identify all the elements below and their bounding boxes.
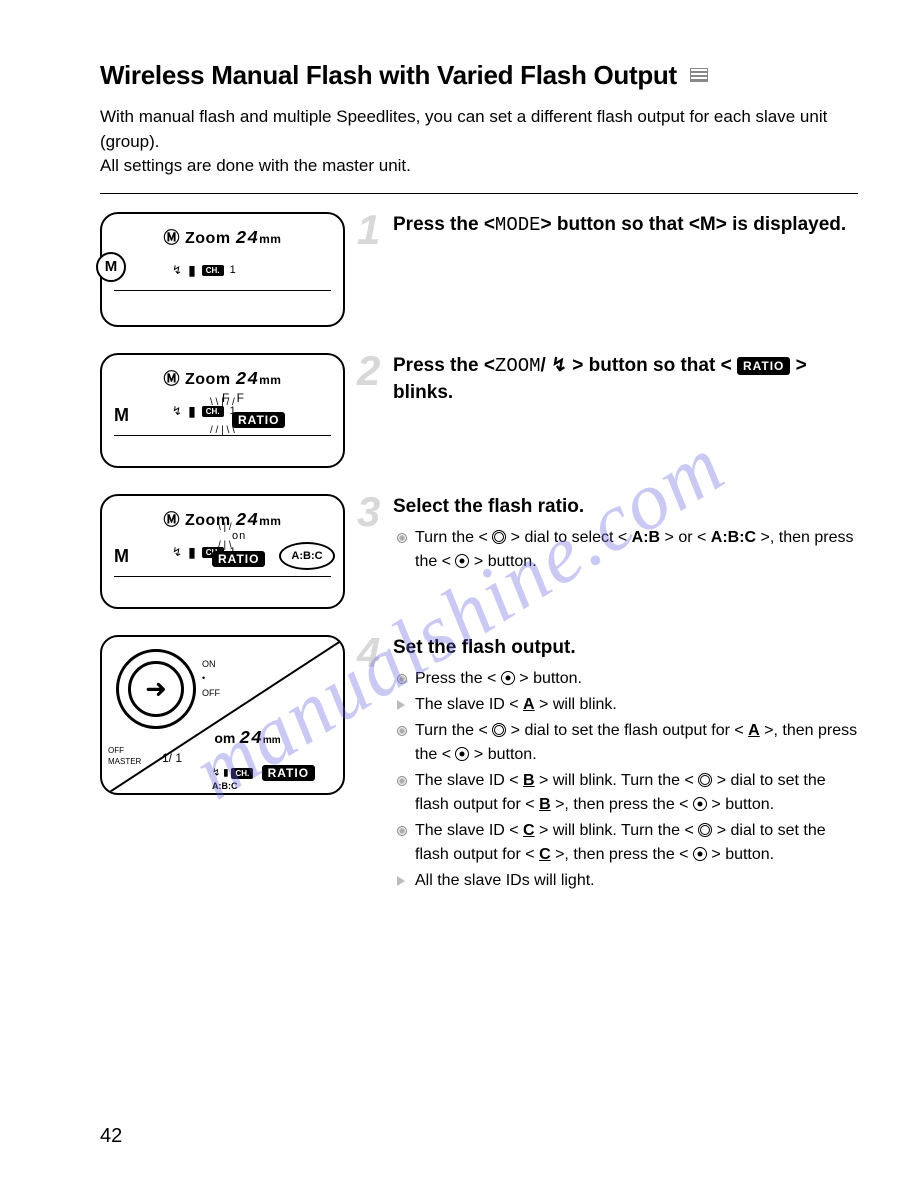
step-1: Ⓜ Zoom 24mm M ↯ ▮ CH. 1 1 Press the <MOD… (100, 212, 858, 327)
lcd-zoom-unit: mm (259, 514, 281, 528)
manual-page: Wireless Manual Flash with Varied Flash … (0, 0, 918, 1188)
intro-text: With manual flash and multiple Speedlite… (100, 105, 858, 179)
step-4-bullet-3: Turn the < > dial to set the flash outpu… (393, 719, 858, 767)
lcd-lower-region: om 24mm 1/ 1 ↯ ▮ CH. RATIO A:B:C (162, 729, 333, 765)
lcd-divider (114, 435, 331, 436)
set-button-icon (455, 747, 469, 761)
lcd-zoom-label: Ⓜ Zoom (164, 230, 236, 247)
lcd-zoom-label: Ⓜ Zoom (164, 371, 236, 388)
off-master-labels: OFF MASTER (108, 745, 141, 767)
lcd-zoom-unit: mm (259, 373, 281, 387)
title-decoration-icon (690, 68, 708, 82)
step-3-bullet-1: Turn the < > dial to select < A:B > or <… (393, 526, 858, 574)
dial-icon (698, 823, 712, 837)
antenna-icon: ▮ (188, 262, 196, 279)
lcd-panel-1: Ⓜ Zoom 24mm M ↯ ▮ CH. 1 (100, 212, 345, 327)
set-button-icon (693, 797, 707, 811)
step-1-figure: Ⓜ Zoom 24mm M ↯ ▮ CH. 1 (100, 212, 345, 327)
mode-m-letter: M (114, 546, 129, 567)
bolt-icon: ↯ (212, 768, 220, 779)
lcd-zoom-row: Ⓜ Zoom 24mm (114, 224, 331, 249)
step-4-text: 4 Set the flash output. Press the < > bu… (367, 635, 858, 895)
step-3-text: 3 Select the flash ratio. Turn the < > d… (367, 494, 858, 576)
lcd-ratio-badge: RATIO (212, 550, 265, 568)
lcd-zoom-unit: mm (259, 232, 281, 246)
bolt-icon: ↯ (172, 263, 182, 277)
title-text: Wireless Manual Flash with Varied Flash … (100, 60, 677, 90)
control-dial-icon: ➜ (116, 649, 196, 729)
step-2-head: Press the <ZOOM/ ↯ > button so that < RA… (393, 353, 858, 405)
step-3-figure: Ⓜ Zoom 24mm M ↯ ▮ CH. 1 on \ | / / | \ R… (100, 494, 345, 609)
step-1-head: Press the <MODE> button so that <M> is d… (393, 212, 858, 239)
step-4-bullet-1: Press the < > button. (393, 667, 858, 691)
ratio-badge-inline: RATIO (737, 357, 790, 375)
ch-value: 1 (230, 264, 236, 276)
step-4-bullet-4: The slave ID < B > will blink. Turn the … (393, 769, 858, 817)
step-4: ➜ ON • OFF OFF MASTER om 24mm 1/ 1 (100, 635, 858, 895)
step-number-1: 1 (357, 206, 380, 254)
off-label: OFF (202, 686, 220, 700)
bolt-icon: ↯ (172, 404, 182, 418)
step-4-bullet-6: All the slave IDs will light. (393, 869, 858, 893)
page-number: 42 (100, 1125, 122, 1148)
abc-small: A:B:C (212, 781, 238, 791)
mode-m-letter: M (114, 405, 129, 426)
step-4-bullets: Press the < > button. The slave ID < A >… (393, 667, 858, 893)
step-2: Ⓜ Zoom 24mm M ↯ ▮ CH. 1 F F RATIO / / | … (100, 353, 858, 468)
step-2-figure: Ⓜ Zoom 24mm M ↯ ▮ CH. 1 F F RATIO / / | … (100, 353, 345, 468)
step-4-bullet-2: The slave ID < A > will blink. (393, 693, 858, 717)
ratio-badge: RATIO (262, 765, 315, 781)
lcd-on-indicator: on (232, 530, 246, 542)
lcd-zoom-lower: om 24mm (162, 729, 333, 749)
ch-badge: CH. (202, 265, 224, 276)
lcd-divider (114, 576, 331, 577)
step-3: Ⓜ Zoom 24mm M ↯ ▮ CH. 1 on \ | / / | \ R… (100, 494, 858, 609)
antenna-icon: ▮ (188, 544, 196, 561)
step-4-figure: ➜ ON • OFF OFF MASTER om 24mm 1/ 1 (100, 635, 345, 795)
step-4-head: Set the flash output. (393, 635, 858, 661)
lcd-panel-2: Ⓜ Zoom 24mm M ↯ ▮ CH. 1 F F RATIO / / | … (100, 353, 345, 468)
set-button-icon (693, 847, 707, 861)
step-number-4: 4 (357, 629, 380, 677)
antenna-icon: ▮ (223, 768, 229, 779)
lcd-mid-lower: ↯ ▮ CH. RATIO A:B:C (212, 765, 333, 792)
dial-arrow-icon: ➜ (145, 673, 167, 704)
blink-rays-icon: \ \ | / / (210, 397, 235, 408)
step-2-text: 2 Press the <ZOOM/ ↯ > button so that < … (367, 353, 858, 411)
mode-m-circle-icon: M (96, 252, 126, 282)
abc-ellipse-icon: A:B:C (279, 542, 335, 570)
on-off-labels: ON • OFF (202, 657, 220, 700)
lcd-zoom-value: 24 (236, 370, 260, 390)
lcd-ratio-badge: RATIO (232, 411, 285, 429)
master-label: MASTER (108, 756, 141, 767)
dial-icon (698, 773, 712, 787)
lcd-zoom-row: Ⓜ Zoom 24mm (114, 365, 331, 390)
dial-icon (492, 530, 506, 544)
off-label-2: OFF (108, 745, 141, 756)
step-4-bullet-5: The slave ID < C > will blink. Turn the … (393, 819, 858, 867)
step-number-2: 2 (357, 347, 380, 395)
bolt-icon: ↯ (172, 545, 182, 559)
step-3-head: Select the flash ratio. (393, 494, 858, 520)
set-button-icon (501, 671, 515, 685)
dial-icon (492, 723, 506, 737)
lcd-panel-4: ➜ ON • OFF OFF MASTER om 24mm 1/ 1 (100, 635, 345, 795)
page-title: Wireless Manual Flash with Varied Flash … (100, 60, 858, 91)
step-1-text: 1 Press the <MODE> button so that <M> is… (367, 212, 858, 245)
ch-badge: CH. (231, 768, 253, 779)
blink-rays-icon: \ | / (218, 522, 232, 533)
section-divider (100, 193, 858, 194)
antenna-icon: ▮ (188, 403, 196, 420)
on-label: ON (202, 657, 220, 671)
lcd-zoom-value: 24 (236, 511, 260, 531)
lcd-mid-icons: ↯ ▮ CH. 1 (172, 262, 236, 279)
step-number-3: 3 (357, 488, 380, 536)
lcd-fraction: 1/ 1 (162, 751, 333, 765)
lcd-divider (114, 290, 331, 291)
set-button-icon (455, 554, 469, 568)
steps-container: Ⓜ Zoom 24mm M ↯ ▮ CH. 1 1 Press the <MOD… (100, 212, 858, 895)
lcd-zoom-value: 24 (236, 229, 260, 249)
lcd-panel-3: Ⓜ Zoom 24mm M ↯ ▮ CH. 1 on \ | / / | \ R… (100, 494, 345, 609)
step-3-bullets: Turn the < > dial to select < A:B > or <… (393, 526, 858, 574)
